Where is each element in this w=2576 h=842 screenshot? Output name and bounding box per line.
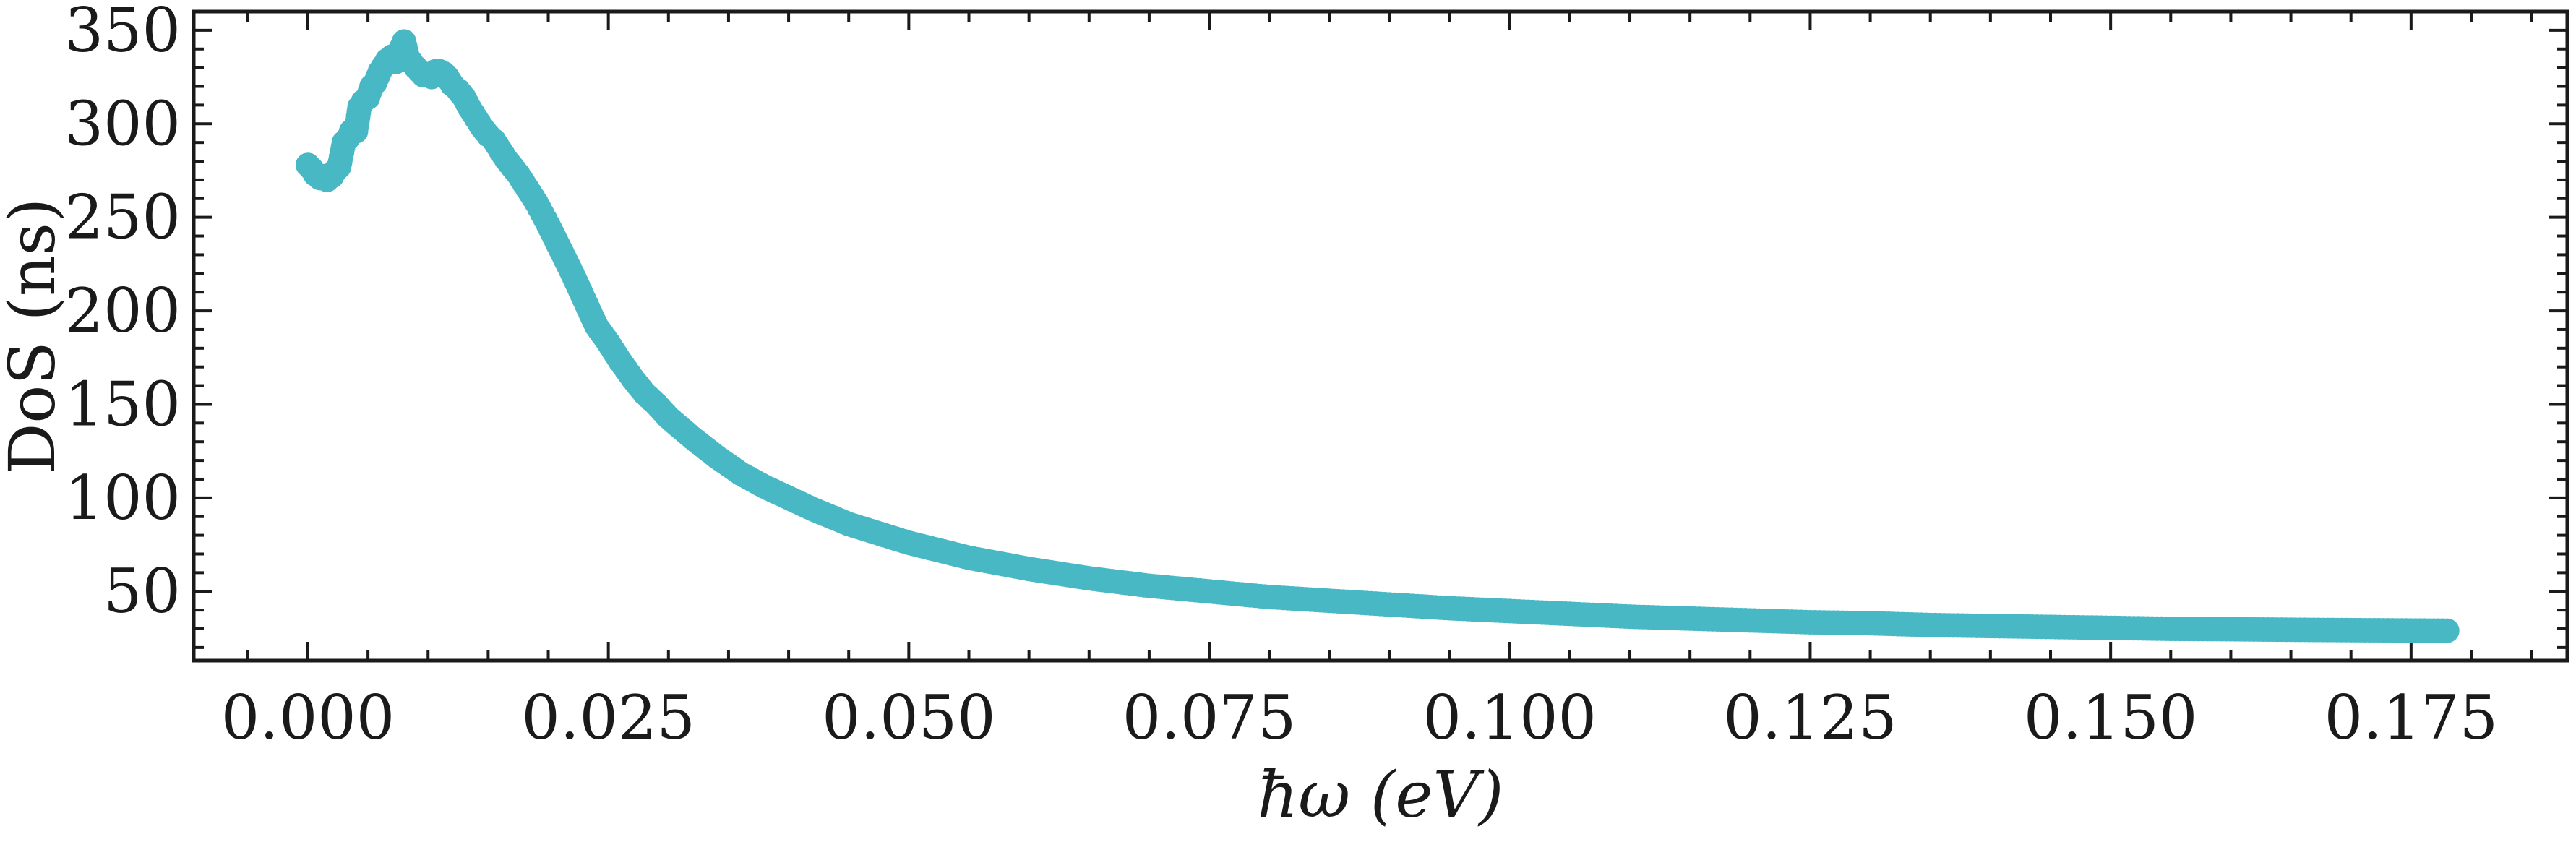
y-tick-label: 200: [65, 275, 181, 346]
y-axis-title: DoS (ns): [0, 198, 69, 474]
x-tick-label: 0.000: [221, 682, 395, 753]
plot-frame: [192, 9, 2569, 663]
x-tick-label: 0.175: [2324, 682, 2498, 753]
x-tick-label: 0.125: [1723, 682, 1897, 753]
y-tick-label: 350: [65, 0, 181, 66]
y-tick-label: 100: [65, 463, 181, 533]
x-tick-label: 0.050: [822, 682, 995, 753]
ticks-layer: [194, 12, 2567, 661]
data-point: [2434, 618, 2460, 643]
x-tick-label: 0.150: [2024, 682, 2197, 753]
y-tick-label: 50: [103, 556, 181, 627]
x-tick-label: 0.100: [1423, 682, 1597, 753]
y-tick-label: 300: [65, 88, 181, 159]
x-tick-label: 0.025: [521, 682, 695, 753]
y-tick-label: 150: [65, 369, 181, 439]
tick-labels-layer: 0.000 0.025 0.050 0.075 0.100 0.125 0.150 0.175…: [65, 0, 2498, 753]
y-tick-label: 250: [65, 182, 181, 253]
x-axis-title: ħω (eV): [1258, 757, 1504, 832]
data-points-layer: [295, 29, 2460, 643]
x-tick-label: 0.075: [1122, 682, 1296, 753]
